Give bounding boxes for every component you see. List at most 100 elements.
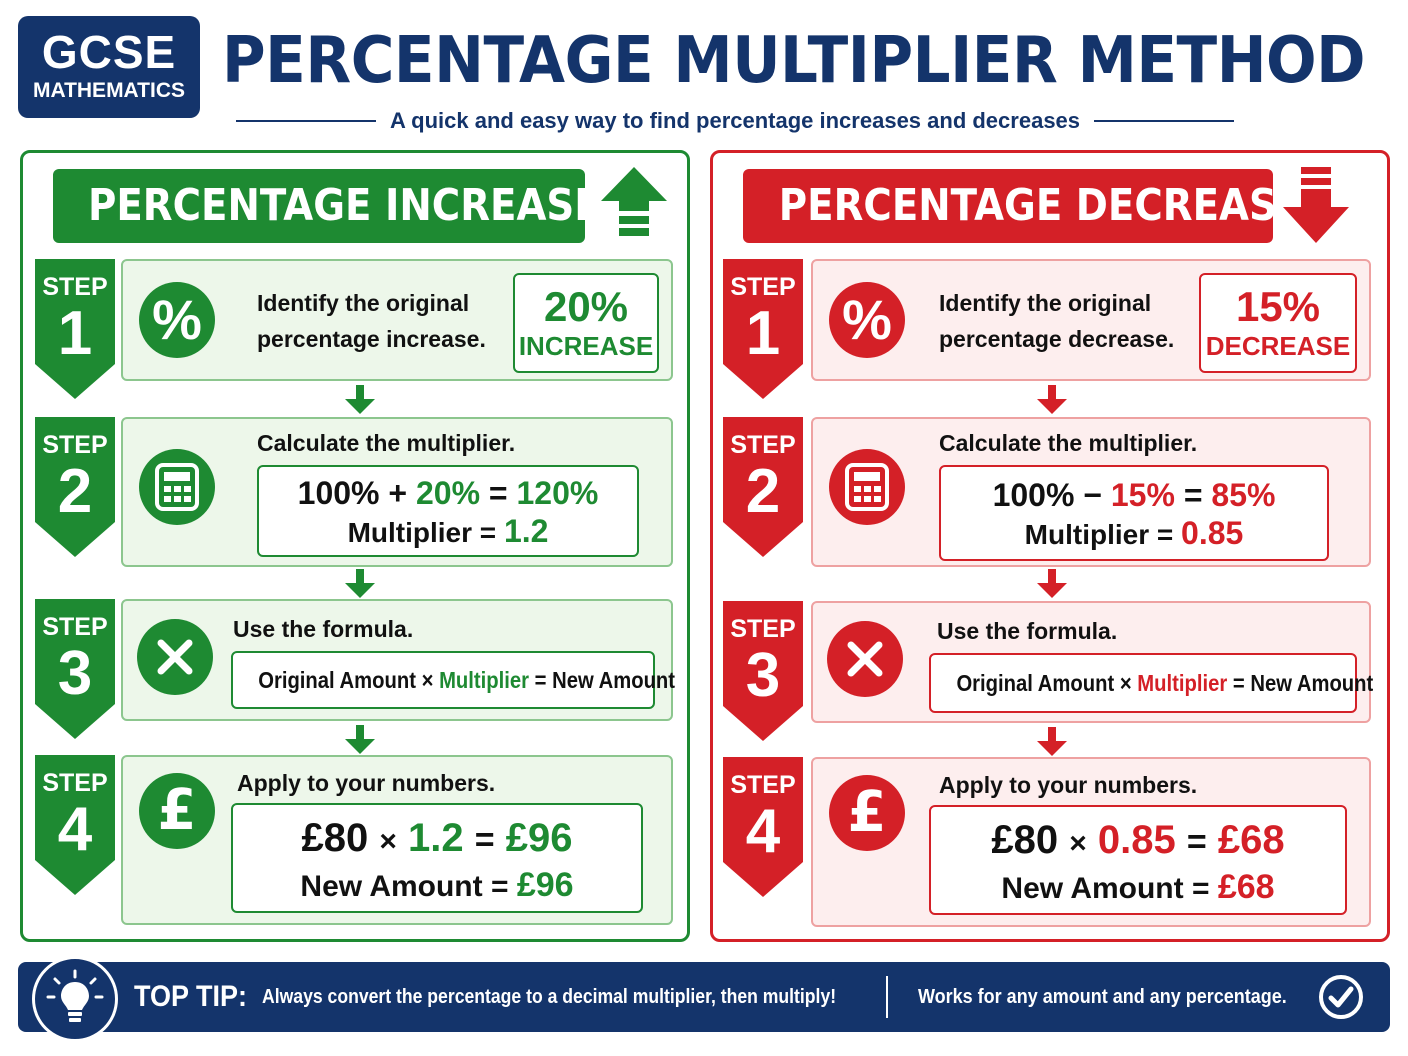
step-2-tag: STEP 2 [35,417,115,557]
example-multiplier: 1.2 [408,816,464,860]
step-number: 4 [745,797,781,866]
step-2-box: Calculate the multiplier. 100% − 15% = 8… [811,417,1371,567]
step-label: STEP [42,273,108,301]
step-label: STEP [730,615,796,643]
step-3-tag: STEP 3 [723,601,803,741]
multiplier-line: Multiplier = 1.2 [259,513,637,551]
formula-box: Original Amount × Multiplier = New Amoun… [929,653,1373,713]
multiplier-calc-box: 100% + 20% = 120% Multiplier = 1.2 [257,465,639,557]
multiplier-line: Multiplier = 0.85 [941,515,1327,553]
step-number: 1 [745,299,781,368]
step-1-text-line-1: Identify the original [939,290,1152,316]
flow-arrow-down-icon [1037,385,1067,414]
step-1-box: % Identify the original percentage decre… [811,259,1371,381]
increase-banner-text: PERCENTAGE INCREASE [87,180,601,231]
badge-line-1: GCSE [41,26,177,78]
lightbulb-icon [32,956,118,1042]
flow-arrow-down-icon [1037,569,1067,598]
step-label: STEP [730,431,796,459]
example-times: × [379,825,397,858]
pound-icon: £ [139,773,215,849]
calc-result: 85% [1211,477,1276,513]
flow-arrow-down-icon [345,725,375,754]
step-3-box: Use the formula. Original Amount × Multi… [121,599,675,721]
step-number: 4 [57,795,93,864]
step-label: STEP [42,769,108,797]
formula-new-amount: New Amount [552,667,676,693]
calc-percent: 20% [415,475,481,511]
step-4-box: £ Apply to your numbers. £80 × 0.85 = £6… [811,757,1371,927]
step-4-box: £ Apply to your numbers. £80 × 1.2 = £96… [121,755,673,925]
step-2-text: Calculate the multiplier. [939,430,1198,456]
tip-label: TOP TIP: [134,980,248,1013]
step-1-text-line-2: percentage increase. [257,326,486,352]
tip-text-secondary: Works for any amount and any percentage. [918,986,1287,1008]
multiplier-value: 0.85 [1181,515,1244,551]
step-label: STEP [42,431,108,459]
increase-amount-label: INCREASE [518,331,654,361]
increase-amount-box: 20% INCREASE [513,273,659,373]
new-amount-line: New Amount = £68 [931,867,1345,909]
new-amount-label: New Amount [1001,872,1184,905]
tip-text: Always convert the percentage to a decim… [262,986,837,1008]
worked-example-box: £80 × 0.85 = £68 New Amount = £68 [929,805,1347,915]
arrow-down-icon [1283,167,1349,243]
new-amount-value: £96 [516,866,574,904]
pound-icon: £ [829,775,905,851]
new-amount-equals: = [1191,872,1210,905]
badge-line-2: MATHEMATICS [32,79,186,102]
formula: Original Amount × Multiplier = New Amoun… [956,655,1373,711]
formula-multiplier: Multiplier [439,667,530,693]
increase-banner: PERCENTAGE INCREASE [53,169,601,243]
calc-equation: 100% − 15% = 85% [941,475,1327,515]
page-title: PERCENTAGE MULTIPLIER METHOD [222,24,1366,98]
worked-example-box: £80 × 1.2 = £96 New Amount = £96 [231,803,643,913]
flow-arrow-down-icon [345,569,375,598]
multiplier-value: 1.2 [503,513,549,549]
new-amount-line: New Amount = £96 [233,865,641,907]
multiplier-label: Multiplier [347,517,473,548]
example-amount: £80 [991,818,1059,862]
worked-calculation: £80 × 1.2 = £96 [233,815,641,865]
formula-multiplier: Multiplier [1137,670,1228,696]
multiplier-equals: = [1156,519,1174,550]
calculator-icon [829,449,905,525]
step-1-text-line-2: percentage decrease. [939,326,1175,352]
step-3-text: Use the formula. [233,616,414,642]
subtitle-rule-left [236,120,376,122]
percent-icon: % [829,282,905,358]
step-label: STEP [42,613,108,641]
formula-new-amount: New Amount [1250,670,1374,696]
calc-equals: = [488,475,508,511]
example-result: £96 [505,816,573,860]
calc-equation: 100% + 20% = 120% [259,473,637,513]
step-1-box: % Identify the original percentage incre… [121,259,673,381]
calc-result: 120% [516,475,599,511]
calc-operator: + [388,475,408,511]
flow-arrow-down-icon [1037,727,1067,756]
formula-original-amount: Original Amount [956,670,1115,696]
calc-operator: − [1083,477,1102,513]
decrease-amount-box: 15% DECREASE [1199,273,1357,373]
formula-equals: = [1232,670,1245,696]
step-3-tag: STEP 3 [35,599,115,739]
subtitle: A quick and easy way to find percentage … [389,108,1081,133]
formula-times: × [1119,670,1132,696]
step-4-tag: STEP 4 [35,755,115,895]
step-4-text: Apply to your numbers. [939,772,1198,798]
step-1-tag: STEP 1 [723,259,803,399]
step-2-tag: STEP 2 [723,417,803,557]
formula-equals: = [534,667,547,693]
multiplier-label: Multiplier [1024,519,1150,550]
step-1-text-line-1: Identify the original [257,290,470,316]
top-tip-bar: TOP TIP: Always convert the percentage t… [18,956,1390,1042]
example-multiplier: 0.85 [1097,818,1176,862]
calculator-icon [139,449,215,525]
multiply-icon [137,619,213,695]
tip-divider [886,976,888,1018]
multiply-icon [827,621,903,697]
calc-equals: = [1183,477,1203,513]
formula-box: Original Amount × Multiplier = New Amoun… [231,651,675,709]
step-number: 3 [57,639,93,708]
step-label: STEP [730,273,796,301]
